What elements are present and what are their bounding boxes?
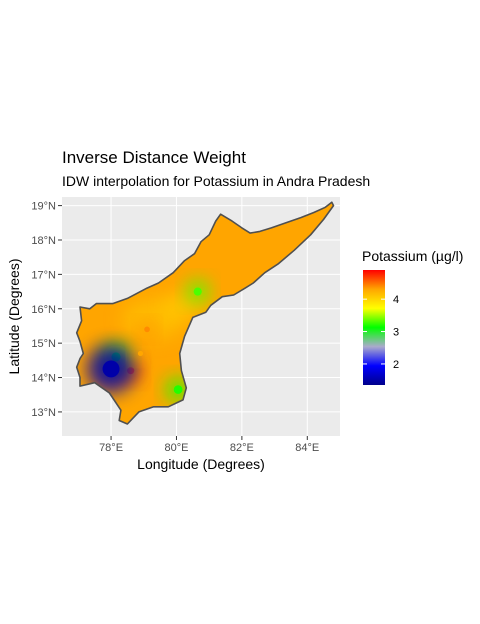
- region-border: [75, 201, 335, 425]
- x-axis-label: Longitude (Degrees): [137, 456, 265, 472]
- region-fill: [76, 202, 334, 424]
- legend-tick-label: 4: [393, 294, 399, 306]
- legend-colorbar: [363, 270, 385, 385]
- idw-sample-core: [144, 326, 150, 333]
- legend-tick-label: 3: [393, 327, 399, 339]
- axes: 78°E 80°E 82°E 84°E 13°N 14°N 15°N 16°N 17°N 18°N…: [6, 201, 319, 472]
- x-tick-label: 82°E: [230, 442, 254, 454]
- y-axis-label: Latitude (Degrees): [6, 259, 22, 375]
- y-tick-label: 18°N: [31, 235, 56, 247]
- map-layer: [75, 201, 335, 425]
- idw-sample-core: [102, 360, 120, 378]
- x-tick-label: 84°E: [295, 442, 319, 454]
- y-tick-label: 13°N: [31, 407, 56, 419]
- y-tick-label: 15°N: [31, 338, 56, 350]
- legend-tick-label: 2: [393, 359, 399, 371]
- y-tick-label: 17°N: [31, 269, 56, 281]
- x-tick-label: 78°E: [99, 442, 123, 454]
- chart-subtitle: IDW interpolation for Potassium in Andra…: [62, 173, 371, 189]
- idw-sample-core: [173, 385, 183, 394]
- legend: 2 3 4: [363, 270, 399, 385]
- y-tick-label: 14°N: [31, 373, 56, 385]
- idw-sample-core: [137, 350, 144, 357]
- legend-title: Potassium (µg/l): [362, 248, 464, 264]
- idw-sample-core: [193, 287, 202, 296]
- interpolation-surface: [86, 279, 210, 402]
- y-tick-label: 19°N: [31, 201, 56, 213]
- x-tick-label: 80°E: [164, 442, 188, 454]
- y-tick-label: 16°N: [31, 304, 56, 316]
- chart-title: Inverse Distance Weight: [62, 148, 246, 167]
